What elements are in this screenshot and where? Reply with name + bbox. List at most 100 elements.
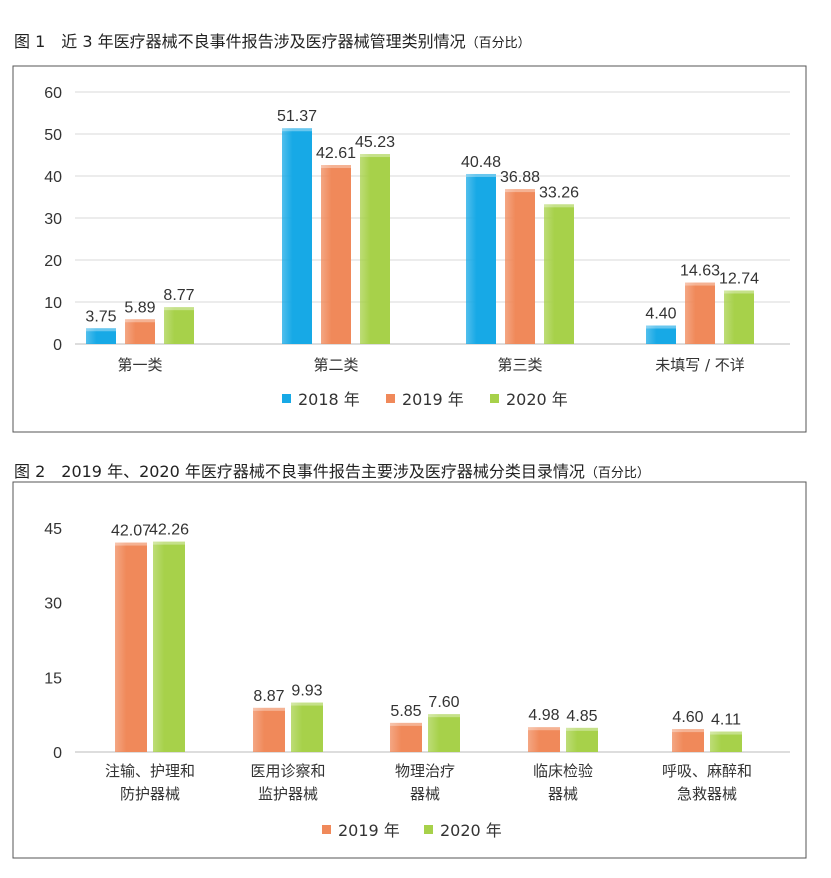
chart1-data-label: 42.61 [316, 145, 356, 162]
chart1-bar-highlight [164, 307, 194, 311]
chart2-bar-highlight [291, 702, 323, 706]
chart1-legend-swatch [282, 394, 291, 403]
chart1-bar [685, 282, 715, 344]
chart1-data-label: 12.74 [719, 270, 759, 287]
chart1-bar-highlight [544, 204, 574, 208]
chart1-bar [544, 204, 574, 344]
chart1-ytick-label: 20 [44, 253, 62, 270]
chart2-bar [672, 729, 704, 752]
chart2-category-label: 器械 [548, 785, 578, 803]
chart2-data-label: 4.85 [566, 708, 597, 725]
chart2-bar-highlight [710, 731, 742, 735]
chart1-bar [646, 325, 676, 344]
chart1-title-unit: （百分比） [465, 36, 531, 51]
chart2-category-label: 物理治疗 [395, 762, 455, 780]
chart1-bar-highlight [685, 282, 715, 286]
chart1-data-label: 4.40 [645, 306, 676, 323]
chart2-data-label: 42.07 [111, 523, 151, 540]
chart1-data-label: 3.75 [85, 308, 116, 325]
chart2-bar-highlight [566, 727, 598, 731]
chart1-bar [466, 173, 496, 344]
chart2-bar-highlight [390, 722, 422, 726]
chart2-ytick-label: 15 [44, 670, 62, 687]
chart2-data-label: 5.85 [390, 703, 421, 720]
chart2-data-label: 7.60 [428, 694, 459, 711]
chart2-data-label: 8.87 [253, 688, 284, 705]
chart2-bar [115, 542, 147, 752]
chart1-bar-highlight [360, 154, 390, 158]
chart2-legend-swatch [424, 825, 433, 834]
chart1-bar-highlight [646, 325, 676, 329]
chart2-title: 图 2 2019 年、2020 年医疗器械不良事件报告主要涉及医疗器械分类目录情… [14, 458, 650, 482]
chart1-data-label: 33.26 [539, 184, 579, 201]
chart1-title: 图 1 近 3 年医疗器械不良事件报告涉及医疗器械管理类别情况（百分比） [14, 28, 531, 52]
chart1-ytick-label: 40 [44, 169, 62, 186]
chart1-ytick-label: 50 [44, 127, 62, 144]
chart1-bar [505, 189, 535, 344]
chart1-data-label: 51.37 [277, 108, 317, 125]
chart2-title-text: 图 2 2019 年、2020 年医疗器械不良事件报告主要涉及医疗器械分类目录情… [14, 462, 585, 481]
chart2-ytick-label: 0 [53, 745, 62, 762]
chart1-title-text: 图 1 近 3 年医疗器械不良事件报告涉及医疗器械管理类别情况 [14, 32, 466, 51]
chart1-ytick-label: 60 [44, 85, 62, 102]
chart1-bar-highlight [86, 328, 116, 332]
chart2-category-label: 器械 [410, 785, 440, 803]
chart1-bar-highlight [282, 128, 312, 132]
chart1-bar-highlight [321, 165, 351, 169]
chart2-legend-swatch [322, 825, 331, 834]
chart1-frame [12, 65, 807, 433]
chart1-legend-label: 2020 年 [506, 390, 568, 409]
chart1-bar [282, 128, 312, 344]
chart2-data-label: 4.11 [711, 712, 741, 729]
chart2-bar [710, 731, 742, 752]
chart2-bar-highlight [672, 729, 704, 733]
chart1-bar [724, 290, 754, 344]
chart1-category-label: 第二类 [313, 356, 358, 374]
chart1-data-label: 8.77 [163, 287, 194, 304]
chart1-category-label: 未填写 / 不详 [655, 356, 745, 374]
chart2-bar-highlight [528, 727, 560, 731]
chart1-legend-label: 2019 年 [402, 390, 464, 409]
chart2-bar [291, 702, 323, 752]
chart1-bar [125, 319, 155, 344]
chart2-bar [428, 714, 460, 752]
chart1-bar [360, 154, 390, 344]
chart1-bar-highlight [125, 319, 155, 323]
chart1-data-label: 36.88 [500, 169, 540, 186]
chart1-data-label: 40.48 [461, 154, 501, 171]
chart2-category-label: 呼吸、麻醉和 [662, 762, 752, 780]
chart2-category-label: 临床检验 [533, 762, 593, 780]
chart1-legend-label: 2018 年 [298, 390, 360, 409]
chart1-category-label: 第一类 [117, 356, 162, 374]
chart2-frame [12, 481, 807, 859]
chart2-category-label: 急救器械 [677, 785, 737, 803]
chart1-ytick-label: 30 [44, 211, 62, 228]
chart2-category-label: 注输、护理和 [105, 762, 195, 780]
chart1-bar [164, 307, 194, 344]
chart2-data-label: 4.98 [528, 707, 559, 724]
chart1-data-label: 5.89 [124, 299, 155, 316]
chart2-ytick-label: 45 [44, 521, 62, 538]
chart1-bar [321, 165, 351, 344]
chart2-category-label: 医用诊察和 [250, 762, 325, 780]
chart2-category-label: 防护器械 [120, 785, 180, 803]
chart2-bar-highlight [115, 542, 147, 546]
chart2-data-label: 9.93 [291, 683, 322, 700]
chart2-bar-highlight [153, 541, 185, 545]
chart1-bar-highlight [466, 173, 496, 177]
chart2-bar [390, 722, 422, 752]
chart2-legend-label: 2019 年 [338, 821, 400, 840]
chart2-bar [528, 727, 560, 752]
chart1-bar [86, 328, 116, 344]
chart1-legend-swatch [386, 394, 395, 403]
chart2-bar [566, 727, 598, 752]
chart1-bar-highlight [724, 290, 754, 294]
chart2-title-unit: （百分比） [584, 466, 650, 481]
chart2-bar [153, 541, 185, 752]
chart1-bar-highlight [505, 189, 535, 193]
chart2-bar-highlight [428, 714, 460, 718]
chart2-bar [253, 707, 285, 752]
chart2-category-label: 监护器械 [258, 785, 318, 803]
